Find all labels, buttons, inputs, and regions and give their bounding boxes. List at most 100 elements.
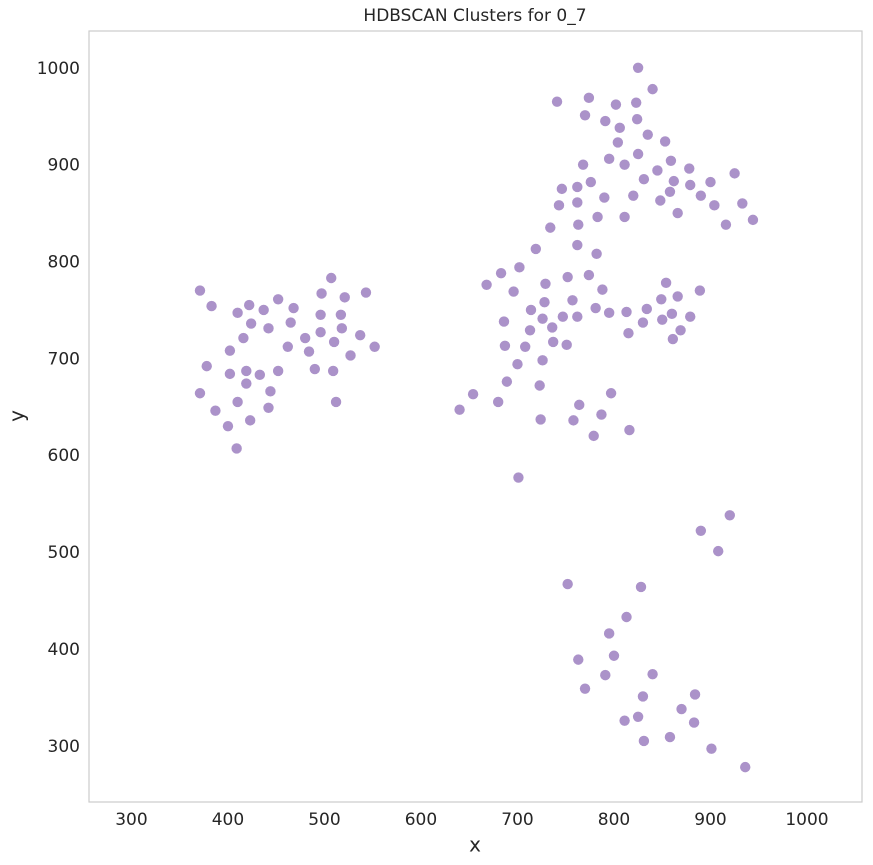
scatter-point (666, 308, 678, 320)
scatter-point (551, 96, 563, 107)
scatter-point (668, 175, 680, 187)
x-tick-label: 500 (308, 810, 340, 830)
x-tick-label: 800 (598, 810, 630, 830)
scatter-point (660, 277, 672, 289)
scatter-point (572, 239, 583, 251)
scatter-point (729, 168, 740, 179)
scatter-point (647, 83, 658, 95)
scatter-point (579, 683, 591, 694)
scatter-point (573, 654, 584, 665)
scatter-point (241, 378, 252, 389)
scatter-point (610, 99, 622, 110)
scatter-point (713, 545, 724, 557)
scatter-point (603, 153, 615, 165)
scatter-point (619, 211, 630, 223)
scatter-point (481, 279, 492, 290)
scatter-point (315, 327, 326, 338)
scatter-point (309, 363, 321, 375)
scatter-point (631, 113, 643, 125)
y-tick-label: 400 (48, 640, 80, 660)
y-tick-label: 900 (48, 156, 80, 176)
scatter-point (327, 365, 339, 377)
x-tick-label: 1000 (785, 810, 828, 830)
scatter-point (600, 669, 611, 681)
scatter-point (664, 186, 676, 197)
scatter-point (647, 668, 658, 680)
scatter-point (537, 355, 548, 366)
scatter-point (583, 269, 595, 281)
scatter-point (659, 136, 671, 147)
scatter-point (263, 402, 274, 413)
scatter-point (588, 430, 599, 442)
scatter-point (585, 176, 597, 188)
x-tick-label: 400 (212, 810, 244, 830)
scatter-point (231, 443, 242, 454)
scatter-point (657, 314, 668, 325)
y-tick-label: 1000 (37, 59, 80, 79)
scatter-point (360, 287, 372, 298)
scatter-point (553, 200, 565, 211)
scatter-point (577, 159, 589, 170)
scatter-point (241, 365, 252, 377)
scatter-point (514, 262, 525, 273)
scatter-point (534, 380, 545, 391)
scatter-point (238, 332, 249, 344)
scatter-point (590, 302, 601, 314)
scatter-point (573, 219, 584, 230)
scatter-point (705, 176, 716, 188)
x-axis-label: x (469, 833, 481, 857)
y-tick-label: 300 (48, 737, 80, 757)
scatter-point (623, 328, 634, 339)
scatter-point (282, 341, 293, 352)
scatter-point (556, 183, 568, 195)
scatter-point (619, 159, 630, 170)
scatter-point (562, 578, 573, 590)
scatter-point (635, 581, 647, 593)
scatter-point (641, 303, 652, 315)
scatter-point (194, 285, 206, 296)
scatter-point (642, 129, 653, 140)
scatter-point (695, 525, 707, 536)
scatter-point (599, 192, 610, 203)
scatter-point (245, 318, 257, 329)
scatter-point (467, 389, 479, 400)
scatter-point (537, 313, 548, 324)
scatter-point (597, 284, 608, 295)
scatter-point (740, 761, 751, 773)
scatter-point (562, 271, 573, 283)
scatter-point (330, 396, 342, 408)
scatter-point (224, 368, 236, 380)
scatter-point (519, 341, 531, 352)
scatter-point (339, 292, 350, 303)
x-tick-label: 900 (694, 810, 726, 830)
scatter-point (706, 743, 717, 754)
scatter-point (263, 323, 274, 334)
scatter-point (498, 316, 510, 327)
y-axis-label: y (5, 410, 29, 422)
y-tick-label: 800 (48, 252, 80, 272)
scatter-point (285, 317, 296, 328)
scatter-point (561, 339, 572, 351)
scatter-point (540, 278, 551, 290)
scatter-point (244, 415, 256, 426)
scatter-point (665, 155, 677, 166)
scatter-point (628, 190, 639, 201)
scatter-point (530, 243, 542, 255)
chart-title: HDBSCAN Clusters for 0_7 (363, 6, 586, 26)
scatter-point (747, 214, 759, 226)
scatter-point (675, 325, 686, 336)
scatter-point (632, 148, 644, 160)
scatter-point (583, 92, 595, 104)
scatter-point (605, 388, 617, 399)
scatter-point (222, 420, 234, 432)
scatter-point (345, 350, 356, 361)
scatter-point (664, 731, 676, 743)
scatter-point (499, 340, 511, 351)
scatter-point (672, 291, 683, 302)
scatter-point (614, 122, 625, 134)
scatter-point (243, 299, 255, 311)
scatter-point (454, 404, 465, 415)
scatter-point (567, 295, 578, 306)
scatter-point (513, 472, 524, 483)
plot-frame (88, 30, 863, 803)
